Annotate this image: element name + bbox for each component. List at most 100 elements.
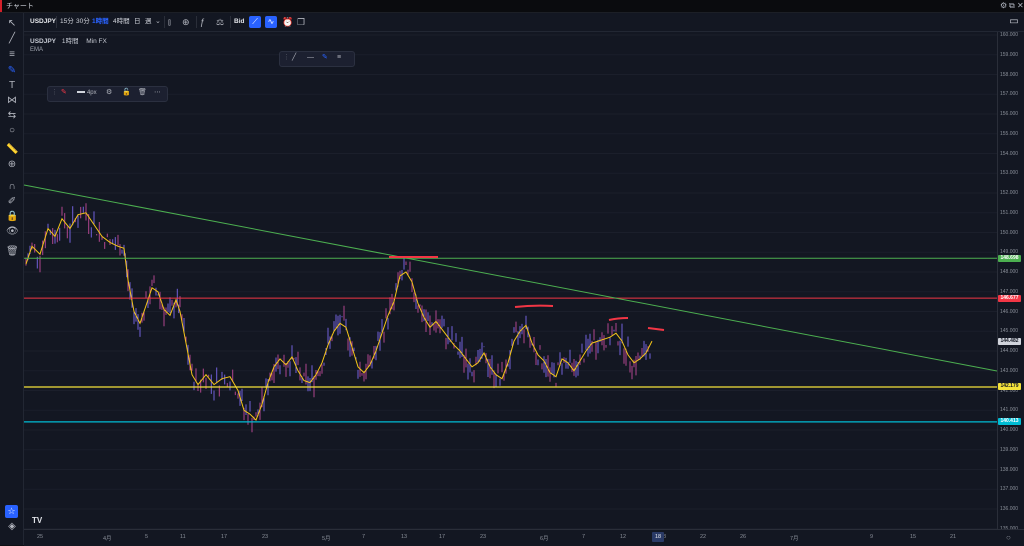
layout-icon[interactable]: ❐: [297, 17, 306, 27]
window-titlebar: チャート ⚙ ⧉ ✕: [0, 0, 1024, 13]
ruler-icon[interactable]: 📏: [6, 144, 19, 155]
legend-indicator[interactable]: EMA: [30, 47, 44, 53]
interval-15m[interactable]: 15分: [60, 18, 74, 25]
alert-icon[interactable]: ⏰: [282, 17, 294, 27]
brush-icon[interactable]: ✎: [322, 54, 328, 61]
line-chart-icon[interactable]: ⟋: [249, 16, 261, 28]
time-tick-label: 11: [180, 534, 186, 540]
trendline-icon[interactable]: ╱: [292, 54, 297, 61]
price-tick-label: 142.000: [1000, 387, 1019, 394]
toolbar-divider: [230, 16, 231, 28]
descending-trendline: [23, 184, 998, 372]
price-tick-label: 155.000: [1000, 130, 1019, 137]
parallel-channel-icon[interactable]: ≡: [337, 54, 342, 61]
price-tick-label: 151.000: [1000, 209, 1019, 216]
symbol-selector[interactable]: USDJPY: [30, 18, 57, 25]
bid-toggle[interactable]: Bid: [234, 18, 245, 25]
window-title: チャート: [6, 3, 34, 10]
chart-grid: [24, 34, 997, 530]
cursor-icon[interactable]: ↖: [7, 18, 17, 29]
zoom-icon[interactable]: ⊕: [7, 159, 17, 170]
horizontal-lines-icon[interactable]: ≡: [9, 49, 15, 60]
more-icon[interactable]: ⋯: [154, 89, 161, 96]
price-scale[interactable]: [997, 32, 1024, 529]
color-pencil-icon[interactable]: ✎: [61, 89, 67, 96]
time-tick-label: 17: [221, 534, 228, 540]
layers-icon[interactable]: ◈: [8, 521, 16, 532]
time-tick-label: 6月: [540, 536, 549, 542]
chart-toolbar: USDJPY 15分 30分 1時間 4時間 日 週 ⌄ ⫾ ⊕ ƒ ⚖ Bid…: [24, 13, 1024, 32]
favorites-star-icon[interactable]: ☆: [5, 505, 18, 518]
price-tick-label: 146.000: [1000, 308, 1019, 315]
pattern-tool-icon[interactable]: ⋈: [7, 95, 17, 106]
lock-icon[interactable]: 🔓: [122, 89, 131, 96]
time-tick-label: 17: [439, 534, 446, 540]
ema-line: [25, 212, 653, 421]
compare-icon[interactable]: ⚖: [216, 17, 225, 27]
price-level-tag: 140.413: [998, 418, 1021, 426]
add-indicator-icon[interactable]: ⊕: [182, 17, 190, 27]
axis-settings-icon[interactable]: ○: [1006, 533, 1011, 542]
settings-icon[interactable]: ⚙: [106, 89, 113, 96]
legend-interval: 1時間: [61, 38, 79, 45]
chevron-down-icon[interactable]: ⌄: [155, 18, 161, 25]
interval-week[interactable]: 週: [145, 18, 152, 25]
drag-handle-icon[interactable]: ⋮: [283, 54, 290, 61]
time-tick-label: 22: [700, 534, 707, 540]
trash-icon[interactable]: 🗑: [6, 246, 19, 257]
line-tools-floating-bar: ⋮ ╱ — ✎ ≡: [279, 51, 355, 67]
time-tick-label: 5: [145, 534, 149, 540]
legend-source: Min FX: [86, 38, 107, 45]
price-level-tag: 146.677: [998, 294, 1021, 302]
circle-icon[interactable]: ○: [8, 125, 16, 136]
price-tick-label: 141.000: [1000, 407, 1019, 414]
settings-icon[interactable]: ⚙: [1000, 1, 1008, 10]
close-icon[interactable]: ✕: [1017, 1, 1024, 10]
trash-icon[interactable]: 🗑: [138, 89, 147, 96]
brush-tool-icon[interactable]: ✎: [7, 65, 17, 76]
drawing-style-bar: ⋮ ✎ 4px ⚙ 🔓 🗑 ⋯: [47, 86, 168, 102]
chart-pane[interactable]: [24, 32, 997, 529]
price-candles: [25, 203, 651, 433]
time-current-marker: 18: [652, 532, 665, 542]
time-tick-label: 13: [401, 534, 408, 540]
drag-handle-icon[interactable]: ⋮: [51, 89, 58, 96]
price-tick-label: 135.000: [1000, 526, 1018, 532]
time-tick-label: 21: [950, 534, 957, 540]
tradingview-logo-icon: TV: [32, 516, 43, 525]
trendline-tool-icon[interactable]: ╱: [8, 33, 16, 44]
text-tool-icon[interactable]: T: [8, 80, 16, 91]
popout-icon[interactable]: ⧉: [1009, 1, 1015, 10]
drawing-sidebar: ↖ ╱ ≡ ✎ T ⋈ ⇆ ○ 📏 ⊕ ∩ ✐ 🔒 👁 🗑 ☆ ◈: [0, 13, 24, 545]
price-tick-label: 137.000: [1000, 486, 1019, 493]
interval-30m[interactable]: 30分: [76, 18, 90, 25]
line-width-selector[interactable]: 4px: [77, 87, 97, 99]
magnet-icon[interactable]: ∩: [8, 181, 16, 192]
price-tick-label: 158.000: [1000, 71, 1019, 78]
time-axis[interactable]: [24, 529, 1024, 546]
prediction-tool-icon[interactable]: ⇆: [7, 110, 17, 121]
indicators-icon[interactable]: ƒ: [200, 17, 206, 27]
price-tick-label: 159.000: [1000, 51, 1019, 58]
panel-toggle-icon[interactable]: ▭: [1009, 16, 1019, 27]
bar-style-icon[interactable]: ⫾: [168, 17, 171, 27]
horizontal-line-icon[interactable]: —: [307, 54, 314, 61]
interval-day[interactable]: 日: [134, 18, 141, 25]
interval-4h[interactable]: 4時間: [113, 18, 130, 25]
price-tick-label: 152.000: [1000, 190, 1019, 196]
stay-drawing-icon[interactable]: ✐: [7, 196, 17, 207]
lock-icon[interactable]: 🔒: [6, 211, 19, 222]
toolbar-divider: [56, 16, 57, 28]
price-tick-label: 160.000: [1000, 32, 1019, 38]
wave-chart-icon[interactable]: ∿: [265, 16, 277, 28]
toolbar-divider: [164, 16, 165, 28]
interval-1h[interactable]: 1時間: [92, 18, 109, 25]
price-level-tag: 144.482: [998, 337, 1021, 345]
visibility-icon[interactable]: 👁: [6, 226, 19, 237]
price-tick-label: 144.000: [1000, 348, 1019, 354]
legend-symbol: USDJPY: [30, 38, 57, 45]
red-brush-mark: [514, 304, 554, 308]
time-tick-label: 15: [910, 534, 917, 540]
line-width-label: 4px: [86, 90, 97, 96]
